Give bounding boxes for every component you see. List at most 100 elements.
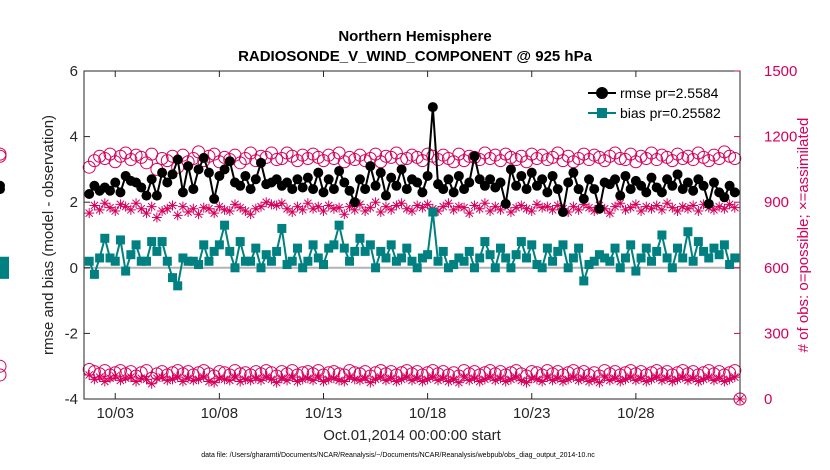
assimilated-obs-point [427,372,438,383]
y-tick-label: 2 [70,194,78,211]
rmse-point [646,172,657,183]
rmse-point [115,187,126,198]
possible-obs-point [270,153,284,167]
assimilated-obs-point [151,373,162,384]
rmse-point [188,184,199,195]
assimilated-obs-point [688,200,699,211]
rmse-point [380,190,391,201]
assimilated-obs-point [584,202,595,213]
assimilated-obs-point [495,204,506,215]
rmse-point [318,187,329,198]
bias-point [620,253,630,263]
rmse-point [703,198,714,209]
assimilated-obs-point [120,201,131,212]
bias-point [673,243,683,253]
bias-point [610,243,620,253]
rmse-point [386,172,397,183]
bias-point [355,233,365,243]
assimilated-obs-point [526,373,537,384]
possible-obs-point [301,151,315,165]
possible-obs-point [82,160,96,174]
rmse-point [547,170,558,181]
assimilated-obs-point [380,201,391,212]
ticks-layer: 10/03 10/08 10/13 10/18 10/23 10/28 -4 -2 0 2 4 6 0 3… [65,63,798,422]
possible-obs-point [337,155,351,169]
assimilated-obs-point [89,374,100,385]
assimilated-obs-point [240,205,251,216]
assimilated-obs-point [391,200,402,211]
rmse-point [443,174,454,185]
rmse-point [302,172,313,183]
assimilated-obs-point [188,203,199,214]
assimilated-obs-point [318,205,329,216]
possible-obs-point [551,146,565,160]
rmse-point [594,203,605,214]
bias-point [386,240,396,250]
rmse-point [396,164,407,175]
assimilated-obs-point [380,375,391,386]
bias-point [522,253,532,263]
assimilated-obs-point [584,376,595,387]
assimilated-obs-point [630,199,641,210]
assimilated-obs-point [323,200,334,211]
possible-obs-point [644,146,658,160]
assimilated-obs-point [703,372,714,383]
assimilated-obs-point [453,377,464,388]
assimilated-obs-point [386,373,397,384]
possible-obs-point [671,147,685,161]
bias-point [438,246,448,256]
assimilated-obs-point [84,208,95,219]
y-right-tick-label: 0 [764,391,772,408]
assimilated-obs-point [136,203,147,214]
possible-obs-point [207,147,221,161]
bias-point [131,240,141,250]
assimilated-obs-point [354,199,365,210]
possible-obs-point [452,147,466,161]
assimilated-obs-point [157,372,168,383]
assimilated-obs-point [729,202,740,213]
bias-point [298,263,308,273]
rmse-point [688,185,699,196]
bias-point [194,260,204,270]
assimilated-obs-point [146,378,157,389]
assimilated-obs-point [474,203,485,214]
rmse-point [542,187,553,198]
bias-point [527,240,537,250]
bias-point [115,235,125,245]
assimilated-obs-point [459,372,470,383]
assimilated-obs-point [131,376,142,387]
bias-point [454,253,464,263]
assimilated-obs-point [417,202,428,213]
assimilated-obs-point [662,198,673,209]
assimilated-obs-point [120,373,131,384]
bias-point [532,260,542,270]
bias-point [178,253,188,263]
bias-point [631,266,641,276]
x-tick-label: 10/13 [305,405,343,422]
assimilated-obs-point [256,201,267,212]
bias-point [345,256,355,266]
rmse-point [256,157,267,168]
assimilated-obs-point [266,374,277,385]
assimilated-obs-point [490,201,501,212]
bias-point [287,256,297,266]
assimilated-obs-point [568,372,579,383]
bias-point [0,263,9,273]
assimilated-obs-point [485,205,496,216]
bias-point [626,240,636,250]
assimilated-obs-point [172,372,183,383]
assimilated-obs-point [412,373,423,384]
possible-obs-point [556,154,570,168]
assimilated-obs-point [188,375,199,386]
assimilated-obs-point [479,374,490,385]
rmse-point [729,187,740,198]
assimilated-obs-point [308,203,319,214]
rmse-point [500,198,511,209]
rmse-point [615,190,626,201]
bias-point [636,253,646,263]
bias-point [407,256,417,266]
possible-obs-point [598,154,612,168]
assimilated-obs-point [547,204,558,215]
possible-obs-point [712,151,726,165]
assimilated-obs-point [708,204,719,215]
